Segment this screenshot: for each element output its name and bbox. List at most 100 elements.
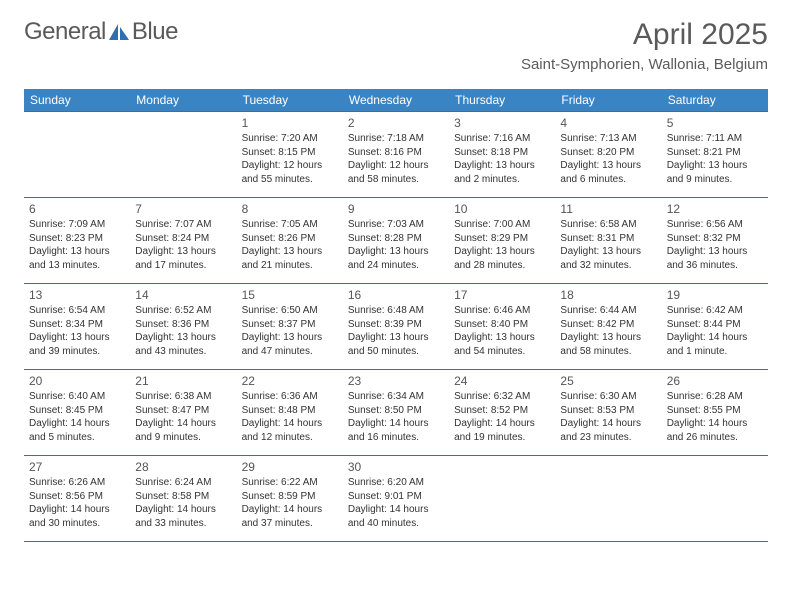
calendar-cell	[130, 112, 236, 198]
calendar-cell: 22Sunrise: 6:36 AMSunset: 8:48 PMDayligh…	[237, 370, 343, 456]
cell-text-dl2: and 36 minutes.	[667, 259, 763, 273]
calendar-cell: 18Sunrise: 6:44 AMSunset: 8:42 PMDayligh…	[555, 284, 661, 370]
cell-text-ss: Sunset: 8:50 PM	[348, 404, 444, 418]
cell-text-sr: Sunrise: 6:48 AM	[348, 304, 444, 318]
calendar-cell: 15Sunrise: 6:50 AMSunset: 8:37 PMDayligh…	[237, 284, 343, 370]
cell-text-sr: Sunrise: 6:46 AM	[454, 304, 550, 318]
calendar-table: SundayMondayTuesdayWednesdayThursdayFrid…	[24, 89, 768, 542]
cell-text-dl1: Daylight: 14 hours	[667, 331, 763, 345]
calendar-cell: 30Sunrise: 6:20 AMSunset: 9:01 PMDayligh…	[343, 456, 449, 542]
cell-text-dl1: Daylight: 14 hours	[135, 417, 231, 431]
cell-text-dl2: and 37 minutes.	[242, 517, 338, 531]
cell-text-ss: Sunset: 8:16 PM	[348, 146, 444, 160]
cell-text-dl2: and 1 minute.	[667, 345, 763, 359]
cell-text-sr: Sunrise: 6:54 AM	[29, 304, 125, 318]
cell-text-ss: Sunset: 8:28 PM	[348, 232, 444, 246]
cell-text-sr: Sunrise: 6:30 AM	[560, 390, 656, 404]
cell-text-dl1: Daylight: 13 hours	[454, 159, 550, 173]
weekday-header: Tuesday	[237, 89, 343, 112]
cell-text-dl2: and 17 minutes.	[135, 259, 231, 273]
day-number: 17	[454, 287, 550, 303]
cell-text-dl1: Daylight: 13 hours	[242, 245, 338, 259]
calendar-cell: 24Sunrise: 6:32 AMSunset: 8:52 PMDayligh…	[449, 370, 555, 456]
cell-text-dl2: and 32 minutes.	[560, 259, 656, 273]
calendar-cell: 4Sunrise: 7:13 AMSunset: 8:20 PMDaylight…	[555, 112, 661, 198]
cell-text-dl1: Daylight: 13 hours	[667, 159, 763, 173]
calendar-cell: 20Sunrise: 6:40 AMSunset: 8:45 PMDayligh…	[24, 370, 130, 456]
cell-text-dl2: and 47 minutes.	[242, 345, 338, 359]
cell-text-ss: Sunset: 8:52 PM	[454, 404, 550, 418]
day-number: 25	[560, 373, 656, 389]
calendar-cell: 1Sunrise: 7:20 AMSunset: 8:15 PMDaylight…	[237, 112, 343, 198]
cell-text-sr: Sunrise: 7:18 AM	[348, 132, 444, 146]
calendar-cell	[449, 456, 555, 542]
cell-text-dl2: and 30 minutes.	[29, 517, 125, 531]
cell-text-ss: Sunset: 8:26 PM	[242, 232, 338, 246]
cell-text-dl2: and 21 minutes.	[242, 259, 338, 273]
cell-text-dl2: and 26 minutes.	[667, 431, 763, 445]
calendar-cell: 29Sunrise: 6:22 AMSunset: 8:59 PMDayligh…	[237, 456, 343, 542]
cell-text-dl1: Daylight: 13 hours	[135, 245, 231, 259]
cell-text-sr: Sunrise: 7:13 AM	[560, 132, 656, 146]
weekday-header: Sunday	[24, 89, 130, 112]
day-number: 6	[29, 201, 125, 217]
weekday-header: Thursday	[449, 89, 555, 112]
cell-text-dl1: Daylight: 13 hours	[560, 159, 656, 173]
cell-text-dl2: and 9 minutes.	[667, 173, 763, 187]
cell-text-dl1: Daylight: 14 hours	[348, 417, 444, 431]
cell-text-sr: Sunrise: 6:40 AM	[29, 390, 125, 404]
day-number: 23	[348, 373, 444, 389]
cell-text-ss: Sunset: 8:48 PM	[242, 404, 338, 418]
day-number: 7	[135, 201, 231, 217]
cell-text-dl1: Daylight: 13 hours	[29, 245, 125, 259]
cell-text-ss: Sunset: 8:21 PM	[667, 146, 763, 160]
cell-text-dl2: and 2 minutes.	[454, 173, 550, 187]
calendar-cell: 19Sunrise: 6:42 AMSunset: 8:44 PMDayligh…	[662, 284, 768, 370]
cell-text-sr: Sunrise: 7:05 AM	[242, 218, 338, 232]
calendar-week-row: 27Sunrise: 6:26 AMSunset: 8:56 PMDayligh…	[24, 456, 768, 542]
day-number: 28	[135, 459, 231, 475]
cell-text-sr: Sunrise: 7:20 AM	[242, 132, 338, 146]
cell-text-ss: Sunset: 8:39 PM	[348, 318, 444, 332]
calendar-cell: 3Sunrise: 7:16 AMSunset: 8:18 PMDaylight…	[449, 112, 555, 198]
cell-text-dl1: Daylight: 14 hours	[242, 417, 338, 431]
cell-text-dl1: Daylight: 14 hours	[29, 503, 125, 517]
calendar-cell: 9Sunrise: 7:03 AMSunset: 8:28 PMDaylight…	[343, 198, 449, 284]
day-number: 2	[348, 115, 444, 131]
cell-text-dl2: and 43 minutes.	[135, 345, 231, 359]
cell-text-sr: Sunrise: 6:26 AM	[29, 476, 125, 490]
cell-text-dl2: and 12 minutes.	[242, 431, 338, 445]
calendar-cell: 11Sunrise: 6:58 AMSunset: 8:31 PMDayligh…	[555, 198, 661, 284]
day-number: 5	[667, 115, 763, 131]
cell-text-dl2: and 16 minutes.	[348, 431, 444, 445]
cell-text-dl2: and 54 minutes.	[454, 345, 550, 359]
day-number: 4	[560, 115, 656, 131]
calendar-cell: 25Sunrise: 6:30 AMSunset: 8:53 PMDayligh…	[555, 370, 661, 456]
cell-text-ss: Sunset: 8:45 PM	[29, 404, 125, 418]
day-number: 3	[454, 115, 550, 131]
cell-text-ss: Sunset: 8:34 PM	[29, 318, 125, 332]
cell-text-sr: Sunrise: 6:36 AM	[242, 390, 338, 404]
calendar-cell: 5Sunrise: 7:11 AMSunset: 8:21 PMDaylight…	[662, 112, 768, 198]
calendar-cell: 6Sunrise: 7:09 AMSunset: 8:23 PMDaylight…	[24, 198, 130, 284]
cell-text-dl1: Daylight: 14 hours	[348, 503, 444, 517]
cell-text-dl1: Daylight: 13 hours	[454, 245, 550, 259]
cell-text-ss: Sunset: 8:56 PM	[29, 490, 125, 504]
calendar-cell: 8Sunrise: 7:05 AMSunset: 8:26 PMDaylight…	[237, 198, 343, 284]
cell-text-dl1: Daylight: 14 hours	[454, 417, 550, 431]
cell-text-dl1: Daylight: 14 hours	[29, 417, 125, 431]
cell-text-sr: Sunrise: 6:42 AM	[667, 304, 763, 318]
calendar-cell: 14Sunrise: 6:52 AMSunset: 8:36 PMDayligh…	[130, 284, 236, 370]
page-header: General Blue April 2025 Saint-Symphorien…	[0, 0, 792, 81]
weekday-header: Friday	[555, 89, 661, 112]
calendar-cell: 2Sunrise: 7:18 AMSunset: 8:16 PMDaylight…	[343, 112, 449, 198]
cell-text-sr: Sunrise: 6:34 AM	[348, 390, 444, 404]
cell-text-sr: Sunrise: 6:24 AM	[135, 476, 231, 490]
day-number: 13	[29, 287, 125, 303]
calendar-cell: 16Sunrise: 6:48 AMSunset: 8:39 PMDayligh…	[343, 284, 449, 370]
day-number: 20	[29, 373, 125, 389]
calendar-cell: 13Sunrise: 6:54 AMSunset: 8:34 PMDayligh…	[24, 284, 130, 370]
day-number: 8	[242, 201, 338, 217]
cell-text-dl2: and 5 minutes.	[29, 431, 125, 445]
calendar-cell	[24, 112, 130, 198]
